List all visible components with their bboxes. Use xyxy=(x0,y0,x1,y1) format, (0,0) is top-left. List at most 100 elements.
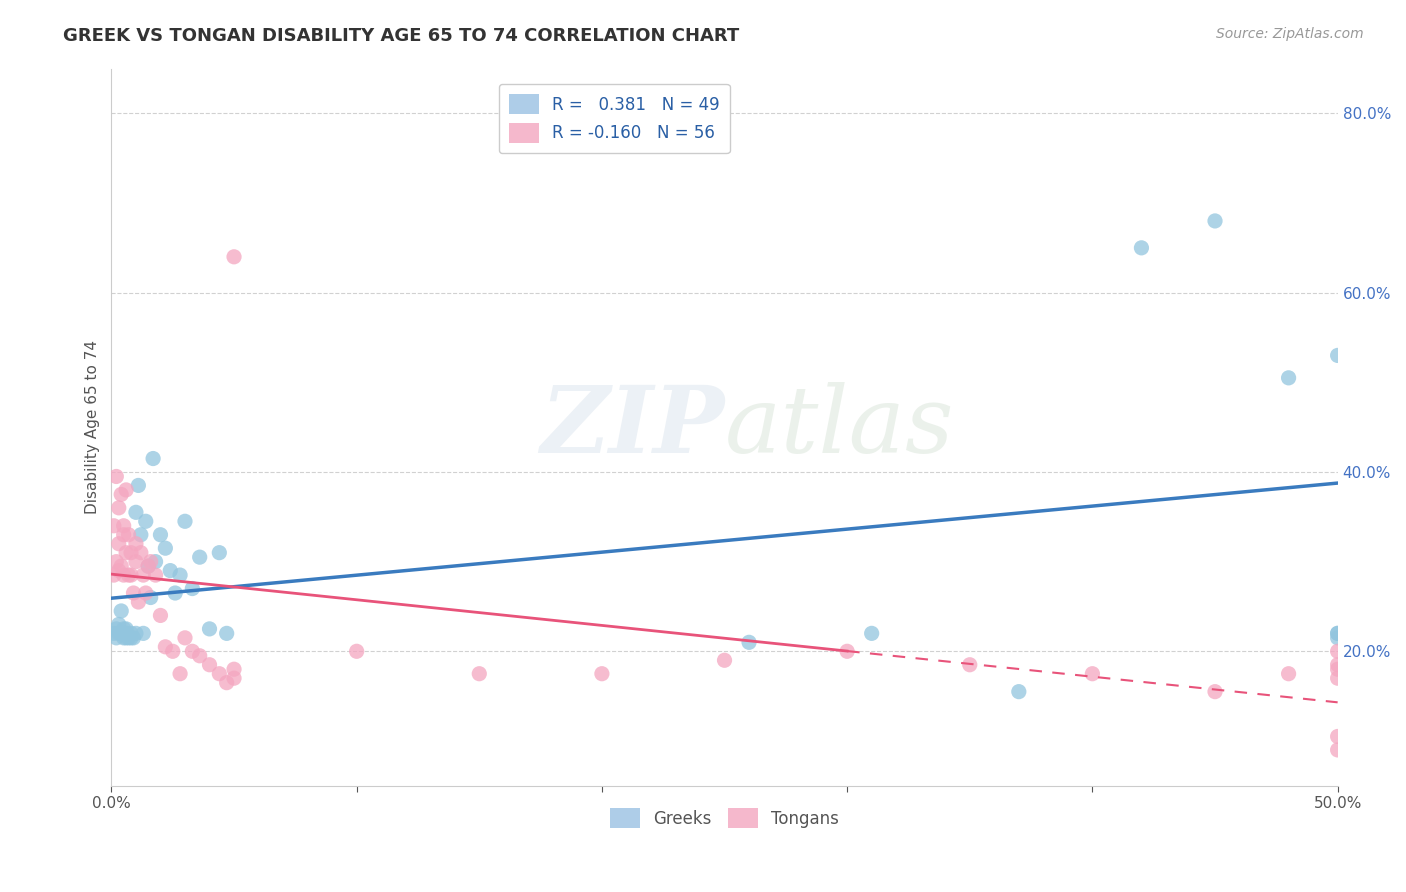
Point xyxy=(215,675,238,690)
Point xyxy=(107,500,129,515)
Point xyxy=(136,559,159,574)
Point xyxy=(112,527,135,541)
Point xyxy=(738,635,761,649)
Point xyxy=(149,527,172,541)
Point xyxy=(149,608,172,623)
Point xyxy=(1130,241,1153,255)
Point xyxy=(132,568,155,582)
Point xyxy=(1326,644,1348,658)
Point xyxy=(145,555,167,569)
Point xyxy=(155,541,177,556)
Point xyxy=(188,648,211,663)
Point xyxy=(1204,684,1226,698)
Y-axis label: Disability Age 65 to 74: Disability Age 65 to 74 xyxy=(86,340,100,514)
Point xyxy=(120,568,142,582)
Point xyxy=(1326,671,1348,685)
Point xyxy=(107,537,129,551)
Point xyxy=(959,657,981,672)
Point xyxy=(468,666,491,681)
Point xyxy=(1326,626,1348,640)
Point xyxy=(125,505,148,519)
Point xyxy=(1008,684,1031,698)
Point xyxy=(110,604,132,618)
Point xyxy=(107,564,129,578)
Text: GREEK VS TONGAN DISABILITY AGE 65 TO 74 CORRELATION CHART: GREEK VS TONGAN DISABILITY AGE 65 TO 74 … xyxy=(63,27,740,45)
Point xyxy=(1277,371,1299,385)
Point xyxy=(188,550,211,565)
Point xyxy=(110,487,132,501)
Point xyxy=(1326,657,1348,672)
Point xyxy=(125,537,148,551)
Point xyxy=(165,586,187,600)
Point xyxy=(107,617,129,632)
Point xyxy=(105,555,128,569)
Point xyxy=(122,631,145,645)
Point xyxy=(103,568,125,582)
Point xyxy=(105,469,128,483)
Point xyxy=(1081,666,1104,681)
Text: atlas: atlas xyxy=(724,382,955,472)
Point xyxy=(145,568,167,582)
Point xyxy=(103,626,125,640)
Point xyxy=(591,666,613,681)
Point xyxy=(198,622,221,636)
Point xyxy=(174,631,197,645)
Point xyxy=(129,546,152,560)
Text: ZIP: ZIP xyxy=(540,382,724,472)
Point xyxy=(129,527,152,541)
Point xyxy=(713,653,735,667)
Point xyxy=(159,564,181,578)
Point xyxy=(162,644,184,658)
Point xyxy=(115,626,138,640)
Point xyxy=(222,671,245,685)
Point xyxy=(120,626,142,640)
Point xyxy=(107,626,129,640)
Point xyxy=(105,631,128,645)
Point xyxy=(155,640,177,654)
Point xyxy=(135,514,157,528)
Point xyxy=(125,555,148,569)
Point xyxy=(860,626,883,640)
Point xyxy=(169,666,191,681)
Point xyxy=(117,568,139,582)
Point xyxy=(112,568,135,582)
Point xyxy=(139,591,162,605)
Point xyxy=(117,527,139,541)
Point xyxy=(127,478,149,492)
Text: Source: ZipAtlas.com: Source: ZipAtlas.com xyxy=(1216,27,1364,41)
Point xyxy=(115,622,138,636)
Point xyxy=(110,559,132,574)
Point xyxy=(103,518,125,533)
Point xyxy=(120,546,142,560)
Point xyxy=(117,631,139,645)
Point xyxy=(208,546,231,560)
Point xyxy=(142,451,165,466)
Point xyxy=(169,568,191,582)
Point xyxy=(115,546,138,560)
Point xyxy=(208,666,231,681)
Point xyxy=(1326,348,1348,362)
Point xyxy=(136,559,159,574)
Point xyxy=(115,631,138,645)
Point xyxy=(115,483,138,497)
Point xyxy=(139,555,162,569)
Point xyxy=(222,250,245,264)
Point xyxy=(1326,662,1348,676)
Point xyxy=(1277,666,1299,681)
Legend: Greeks, Tongans: Greeks, Tongans xyxy=(603,801,846,835)
Point xyxy=(105,622,128,636)
Point xyxy=(127,595,149,609)
Point xyxy=(346,644,368,658)
Point xyxy=(110,626,132,640)
Point xyxy=(174,514,197,528)
Point xyxy=(215,626,238,640)
Point xyxy=(181,644,204,658)
Point xyxy=(1326,743,1348,757)
Point xyxy=(181,582,204,596)
Point xyxy=(125,626,148,640)
Point xyxy=(1204,214,1226,228)
Point xyxy=(135,586,157,600)
Point xyxy=(1326,730,1348,744)
Point xyxy=(112,518,135,533)
Point xyxy=(112,622,135,636)
